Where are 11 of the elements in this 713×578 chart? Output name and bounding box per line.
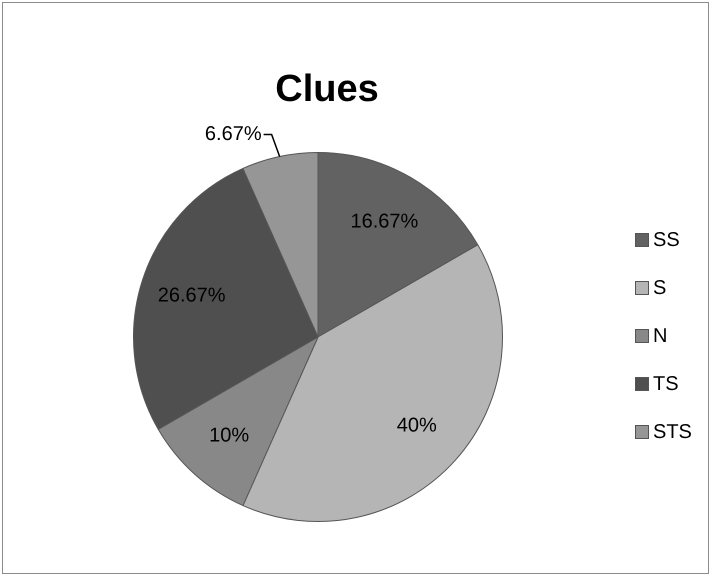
legend-label: S [653, 276, 666, 300]
legend-label: TS [653, 372, 679, 396]
data-label: 16.67% [350, 210, 419, 232]
data-label: 6.67% [204, 123, 262, 146]
data-label: 26.67% [158, 284, 226, 306]
legend-label: SS [653, 228, 680, 252]
legend-label: STS [653, 420, 692, 444]
data-label: 40% [396, 414, 437, 436]
chart-title: Clues [274, 68, 380, 111]
legend-label: N [653, 324, 668, 348]
data-label: 10% [209, 424, 250, 446]
